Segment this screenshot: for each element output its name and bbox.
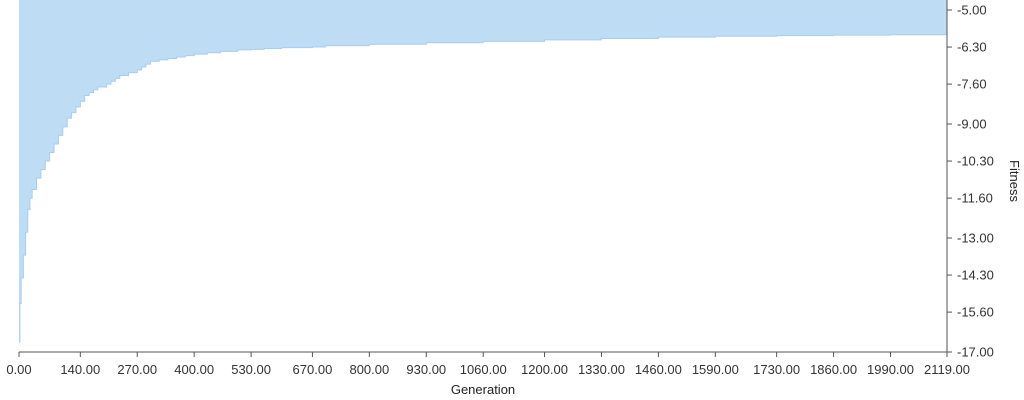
- x-tick-label: 1460.00: [635, 362, 682, 377]
- y-axis: -5.00 -6.30 -7.60 -9.00 -10.30 -11.60 -13.00 -1…: [946, 0, 1022, 360]
- x-tick-label: 400.00: [174, 362, 214, 377]
- y-tick-label: -7.60: [957, 77, 987, 92]
- x-axis-title: Generation: [451, 382, 515, 397]
- y-axis-ticks: -5.00 -6.30 -7.60 -9.00 -10.30 -11.60 -13.00 -1…: [947, 3, 994, 360]
- x-tick-label: 800.00: [349, 362, 389, 377]
- y-tick-label: -5.00: [957, 3, 987, 18]
- x-tick-label: 1590.00: [692, 362, 739, 377]
- fitness-area: [19, 0, 947, 343]
- x-tick-label: 140.00: [60, 362, 100, 377]
- y-tick-label: -11.60: [957, 191, 993, 206]
- x-axis: 0.00 140.00 270.00 400.00 530.00 670.00 800.00…: [6, 351, 970, 397]
- plot-area: [19, 0, 948, 343]
- x-tick-label: 1060.00: [460, 362, 507, 377]
- x-tick-label: 1730.00: [753, 362, 800, 377]
- x-tick-label: 930.00: [406, 362, 446, 377]
- y-tick-label: -10.30: [957, 154, 994, 169]
- y-tick-label: -9.00: [957, 117, 987, 132]
- y-axis-title: Fitness: [1007, 160, 1022, 202]
- y-tick-label: -6.30: [957, 40, 987, 55]
- y-tick-label: -13.00: [957, 231, 994, 246]
- x-tick-label: 670.00: [293, 362, 333, 377]
- x-tick-label: 0.00: [6, 362, 31, 377]
- x-tick-label: 1200.00: [521, 362, 568, 377]
- y-tick-label: -15.60: [957, 305, 994, 320]
- x-tick-label: 1860.00: [810, 362, 857, 377]
- x-tick-label: 270.00: [117, 362, 157, 377]
- x-tick-label: 1330.00: [578, 362, 625, 377]
- x-tick-label: 1990.00: [867, 362, 914, 377]
- fitness-line: [19, 34, 948, 343]
- y-tick-label: -14.30: [957, 268, 994, 283]
- x-axis-ticks: 0.00 140.00 270.00 400.00 530.00 670.00 800.00…: [6, 352, 970, 377]
- x-tick-label: 530.00: [231, 362, 271, 377]
- y-tick-label: -17.00: [957, 345, 994, 360]
- x-tick-label: 2119.00: [924, 362, 970, 377]
